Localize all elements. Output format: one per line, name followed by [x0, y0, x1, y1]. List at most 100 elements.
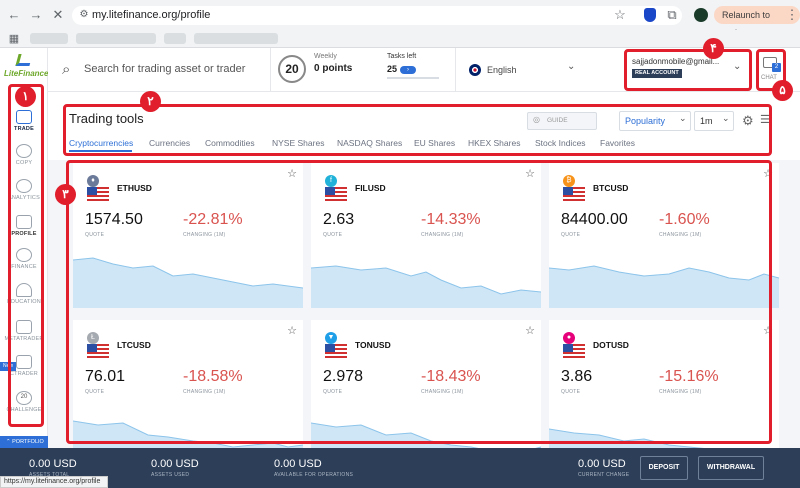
assets-used-value: 0.00 USD: [151, 458, 199, 470]
sidebar-item-label: METATRADER: [4, 336, 44, 342]
sidebar-item-trade[interactable]: TRADE: [4, 106, 44, 148]
bookmarks-bar: ▦: [0, 30, 800, 48]
favorite-star-icon[interactable]: ☆: [763, 168, 773, 180]
favorite-star-icon[interactable]: ☆: [287, 168, 297, 180]
instrument-card[interactable]: f FILUSD ☆ 2.63 -14.33% QUOTE CHANGING (…: [311, 163, 541, 308]
chevron-down-icon[interactable]: ⌄: [567, 61, 576, 72]
annotation-box-account: [624, 49, 752, 91]
favorite-star-icon[interactable]: ☆: [763, 325, 773, 337]
annotation-marker-5: ۵: [772, 80, 793, 101]
url-text[interactable]: my.litefinance.org/profile: [92, 9, 211, 21]
change-value: -1.60%: [659, 211, 710, 228]
tab-nyse-shares[interactable]: NYSE Shares: [272, 138, 325, 148]
chat-label[interactable]: CHAT: [761, 75, 777, 81]
tab-stock-indices[interactable]: Stock Indices: [535, 138, 586, 148]
browser-toolbar: ← → ✕ ⚙ my.litefinance.org/profile ☆ ⧉ R…: [0, 0, 800, 38]
chevron-up-icon: ⌃: [6, 439, 13, 445]
favorite-star-icon[interactable]: ☆: [525, 168, 535, 180]
bookmark-item[interactable]: [76, 33, 156, 44]
user-icon: [16, 144, 32, 158]
sort-select[interactable]: [619, 111, 691, 131]
portfolio-tab[interactable]: ⌃ PORTFOLIO: [0, 436, 50, 448]
ct-icon: [16, 355, 32, 369]
chart-icon: [16, 110, 32, 124]
extensions-icon[interactable]: ⧉: [667, 7, 677, 22]
us-flag-icon: [325, 187, 347, 201]
search-input[interactable]: Search for trading asset or trader: [84, 63, 246, 75]
instrument-card[interactable]: ● DOTUSD ☆ 3.86 -15.16% QUOTE CHANGING (…: [549, 320, 779, 465]
account-email[interactable]: sajjadonmobile@gmail...: [632, 57, 720, 66]
bookmark-item[interactable]: [194, 33, 278, 44]
quote-label: QUOTE: [85, 232, 105, 238]
tab-eu-shares[interactable]: EU Shares: [414, 138, 456, 148]
guide-button[interactable]: [527, 112, 597, 130]
site-info-icon[interactable]: ⚙: [79, 9, 89, 20]
coin-icon: ₿: [563, 175, 575, 187]
list-view-icon[interactable]: ☰: [760, 114, 770, 126]
extension-shield-icon[interactable]: [644, 8, 656, 22]
sparkline-chart: [311, 265, 541, 308]
sidebar-item-analytics[interactable]: ANALYTICS: [4, 175, 44, 217]
tasks-left-label: Tasks left: [387, 53, 417, 60]
sidebar-item-ctrader[interactable]: CTRADER: [4, 351, 44, 393]
deposit-button[interactable]: DEPOSIT: [640, 456, 688, 480]
change-value: -14.33%: [421, 211, 481, 228]
sidebar-item-finance[interactable]: FINANCE: [4, 244, 44, 286]
bookmark-item[interactable]: [164, 33, 186, 44]
coin-icon: f: [325, 175, 337, 187]
chat-icon[interactable]: [763, 57, 777, 68]
search-icon: ⌕: [62, 61, 71, 78]
chat-count-badge: 2: [772, 63, 781, 72]
tab-currencies[interactable]: Currencies: [149, 138, 191, 148]
changing-label: CHANGING (1M): [183, 232, 226, 238]
account-chevron-icon[interactable]: ⌄: [733, 61, 742, 72]
withdrawal-button[interactable]: WITHDRAWAL: [698, 456, 764, 480]
favorite-star-icon[interactable]: ☆: [287, 325, 297, 337]
assets-total-value: 0.00 USD: [29, 458, 77, 470]
available-label: AVAILABLE FOR OPERATIONS: [274, 472, 354, 478]
sidebar-item-label: ANALYTICS: [8, 195, 40, 201]
forward-icon[interactable]: →: [29, 7, 43, 22]
address-bar[interactable]: [72, 6, 682, 25]
language-selector[interactable]: English: [487, 65, 517, 75]
bookmark-star-icon[interactable]: ☆: [614, 7, 626, 22]
sidebar-item-label: TRADE: [14, 126, 34, 132]
apps-grid-icon[interactable]: ▦: [8, 33, 20, 45]
sidebar-item-copy[interactable]: COPY: [4, 140, 44, 182]
level-badge[interactable]: 20: [278, 55, 306, 83]
profile-avatar-icon[interactable]: [694, 8, 708, 22]
sidebar-item-challenge[interactable]: 20 CHALLENGE: [4, 387, 44, 429]
stop-loading-icon[interactable]: ✕: [52, 7, 64, 22]
settings-gear-icon[interactable]: ⚙: [742, 113, 754, 128]
interval-select[interactable]: [694, 111, 734, 131]
us-flag-icon: [563, 344, 585, 358]
favorite-star-icon[interactable]: ☆: [525, 325, 535, 337]
annotation-box-tools: [63, 104, 772, 156]
browser-menu-icon[interactable]: ⋮: [785, 7, 799, 22]
sidebar-item-education[interactable]: EDUCATION: [4, 279, 44, 321]
annotation-box-sidebar: [8, 84, 44, 427]
tab-cryptocurrencies[interactable]: Cryptocurrencies: [69, 138, 134, 148]
tab-hkex-shares[interactable]: HKEX Shares: [468, 138, 521, 148]
symbol-label: LTCUSD: [117, 340, 151, 350]
bookmark-item[interactable]: [30, 33, 68, 44]
instrument-card[interactable]: ♦ ETHUSD ☆ 1574.50 -22.81% QUOTE CHANGIN…: [73, 163, 303, 308]
portfolio-label: PORTFOLIO: [12, 439, 44, 445]
sparkline-chart: [549, 265, 779, 308]
assets-total-label: ASSETS TOTAL: [29, 472, 70, 478]
symbol-label: TONUSD: [355, 340, 391, 350]
tab-nasdaq-shares[interactable]: NASDAQ Shares: [337, 138, 403, 148]
quote-value: 3.86: [561, 368, 593, 385]
instrument-card[interactable]: ₿ BTCUSD ☆ 84400.00 -1.60% QUOTE CHANGIN…: [549, 163, 779, 308]
annotation-marker-4: ۴: [703, 38, 724, 59]
symbol-label: FILUSD: [355, 183, 386, 193]
sidebar-item-profile[interactable]: PROFILE: [4, 211, 44, 253]
active-tab-indicator: [69, 150, 132, 152]
guide-label: GUIDE: [547, 117, 568, 124]
logo-text[interactable]: LiteFinance: [4, 69, 49, 78]
sidebar-item-metatrader[interactable]: METATRADER: [4, 316, 44, 358]
tab-commodities[interactable]: Commodities: [205, 138, 255, 148]
tab-favorites[interactable]: Favorites: [600, 138, 635, 148]
back-icon[interactable]: ←: [7, 7, 21, 22]
tasks-arrow-icon[interactable]: ›: [400, 66, 416, 74]
